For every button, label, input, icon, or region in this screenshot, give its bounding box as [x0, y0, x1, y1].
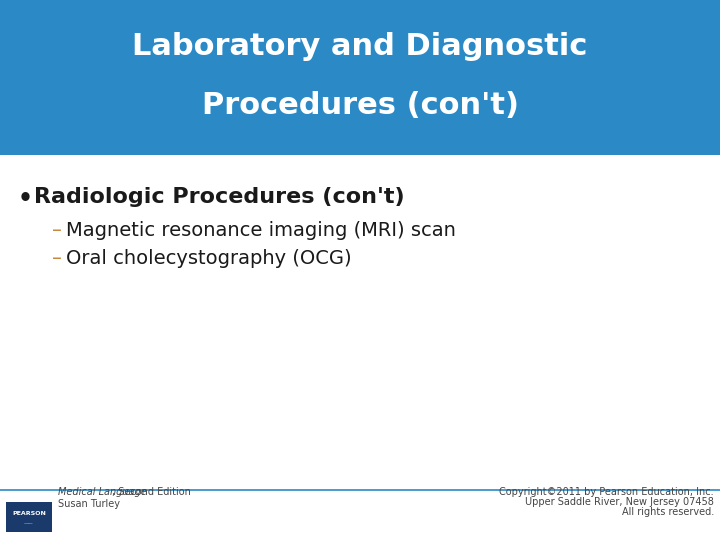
Text: , Second Edition: , Second Edition [112, 487, 191, 497]
Text: Susan Turley: Susan Turley [58, 499, 120, 509]
Text: Upper Saddle River, New Jersey 07458: Upper Saddle River, New Jersey 07458 [525, 497, 714, 507]
FancyBboxPatch shape [6, 502, 52, 532]
Text: Radiologic Procedures (con't): Radiologic Procedures (con't) [34, 187, 405, 207]
Text: •: • [18, 187, 33, 211]
Text: Copyright©2011 by Pearson Education, Inc.: Copyright©2011 by Pearson Education, Inc… [500, 487, 714, 497]
Text: All rights reserved.: All rights reserved. [622, 507, 714, 517]
Text: Procedures (con't): Procedures (con't) [202, 91, 518, 120]
Text: Magnetic resonance imaging (MRI) scan: Magnetic resonance imaging (MRI) scan [66, 221, 456, 240]
Text: PEARSON: PEARSON [12, 511, 46, 516]
Text: –: – [52, 221, 62, 240]
Text: Oral cholecystography (OCG): Oral cholecystography (OCG) [66, 249, 351, 268]
Text: ——: —— [24, 521, 34, 526]
Text: –: – [52, 249, 62, 268]
FancyBboxPatch shape [0, 0, 720, 155]
Text: Medical Language: Medical Language [58, 487, 147, 497]
Text: Laboratory and Diagnostic: Laboratory and Diagnostic [132, 32, 588, 61]
